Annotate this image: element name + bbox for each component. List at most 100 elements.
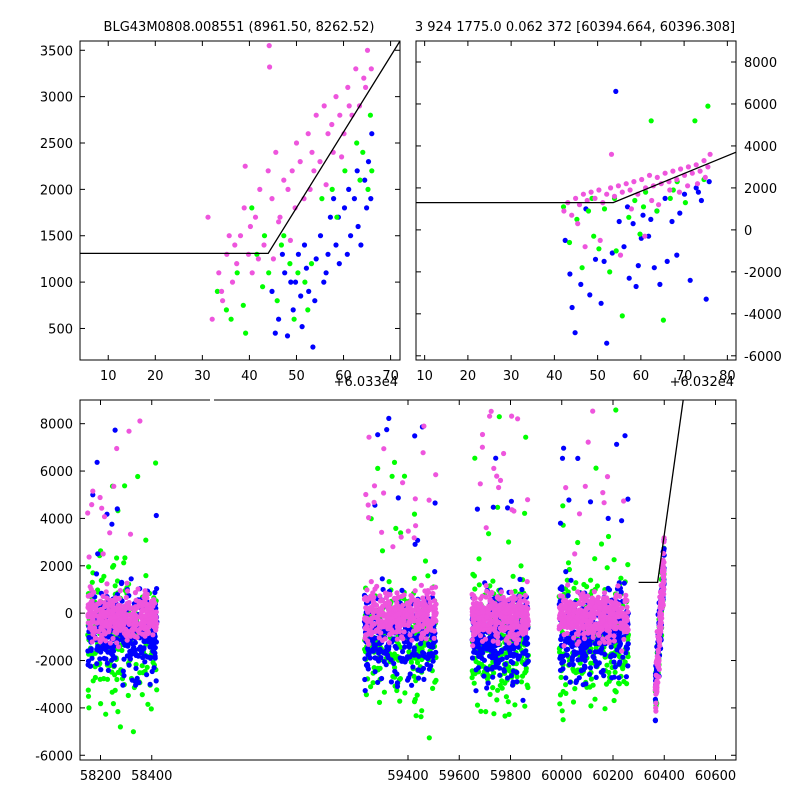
panel-top-left-xticks: 10 20 30 40 50 60 70 [100,41,399,384]
panel-top-right-point [649,197,655,204]
panel-bottom-point [386,579,392,585]
panel-top-left-xtick-label: 40 [241,369,258,384]
panel-bottom-point [601,611,607,618]
panel-bottom-point [507,603,513,609]
panel-bottom-point [573,679,579,686]
panel-top-left-point [287,261,293,267]
panel-top-right-point [567,271,573,277]
panel-bottom-point [490,674,496,680]
panel-bottom-point [420,450,426,456]
panel-bottom-point [140,645,146,652]
panel-bottom-point [132,633,138,640]
panel-bottom-point [389,473,395,479]
panel-top-left-point [363,84,369,90]
panel-bottom-point [478,708,484,714]
panel-top-right-point [601,258,607,264]
panel-top-left-point [365,186,371,192]
panel-bottom-point [104,660,110,666]
panel-bottom-point [122,626,128,632]
panel-bottom-point [394,680,400,686]
panel-bottom-point [475,615,482,621]
panel-bottom-point [132,640,138,646]
panel-bottom-point [132,590,138,596]
panel-bottom-point [406,675,412,681]
panel-bottom-point [379,618,385,624]
panel-bottom-point [370,590,376,596]
panel-bottom-point [424,628,430,635]
panel-top-right-point [560,204,567,210]
panel-bottom-point [564,624,571,630]
panel-bottom-point [110,608,116,614]
panel-bottom-point [122,642,128,648]
panel-bottom-point [381,490,387,496]
panel-top-left-point [292,205,298,211]
panel-bottom-point [86,554,92,560]
panel-top-left-point [305,131,311,137]
panel-bottom-point [128,648,134,654]
panel-bottom-point [419,630,426,636]
panel-top-left-point [323,182,329,188]
panel-bottom-point [114,445,120,452]
panel-bottom-point [418,582,424,588]
panel-bottom-point [432,606,438,612]
panel-bottom-point [581,630,588,636]
panel-top-left-point [281,233,287,239]
panel-top-left-point [345,84,351,90]
panel-bottom-point [399,587,405,594]
panel-bottom-xtick-label: 60400 [644,769,685,784]
panel-top-left-point [306,288,312,294]
panel-bottom-point [493,455,499,461]
panel-bottom-point [617,659,623,665]
panel-bottom-point [558,653,564,660]
panel-bottom-point [611,633,617,639]
panel-top-left-xtick-label: 60 [335,369,352,384]
panel-top-left-point [299,324,305,330]
panel-bottom-point [378,655,384,661]
panel-top-left-marks [80,41,400,350]
panel-bottom-point [150,632,156,638]
panel-top-right-point [592,256,599,262]
panel-bottom-point [560,503,566,509]
panel-top-right-point [692,118,698,124]
panel-bottom-point [411,535,417,541]
panel-bottom-point [86,705,92,711]
panel-bottom-point [624,681,630,687]
panel-bottom-point [557,701,563,707]
panel-bottom-point [502,713,508,719]
panel-bottom-point [85,604,91,611]
panel-bottom-point [653,690,660,696]
panel-bottom-point [433,649,439,655]
panel-top-left-point [282,270,288,276]
panel-bottom-point [133,665,139,672]
panel-bottom-point [90,488,96,494]
panel-bottom-point [469,655,476,661]
panel-bottom-point [614,614,620,620]
panel-bottom-point [138,614,144,620]
panel-bottom-point [620,654,626,660]
panel-top-left-fit-line [80,41,400,255]
panel-bottom-point [143,573,149,579]
panel-bottom-point [407,605,413,611]
panel-bottom-point [472,586,478,592]
panel-bottom-point [376,699,383,706]
panel-top-right-yticks: -6000 -4000 -2000 0 2000 4000 6000 8000 [416,56,782,365]
panel-bottom-point [470,571,476,578]
panel-bottom-point [479,605,485,611]
panel-bottom-point [375,432,381,438]
panel-bottom-point [612,688,618,694]
panel-top-left-point [368,66,374,72]
panel-bottom-point [111,663,117,669]
panel-bottom-point [497,602,503,608]
panel-bottom-point [391,651,397,657]
panel-bottom-point [575,539,581,546]
panel-top-left-point [302,279,308,285]
panel-bottom-point [618,589,624,595]
panel-bottom-point [490,578,496,584]
panel-top-right-point [660,317,667,323]
panel-bottom-point [624,645,631,652]
panel-top-left-point [348,233,354,239]
panel-bottom-point [95,628,102,635]
panel-top-right-point [576,202,583,208]
panel-bottom-point [503,694,509,700]
panel-top-left-point [346,186,352,192]
